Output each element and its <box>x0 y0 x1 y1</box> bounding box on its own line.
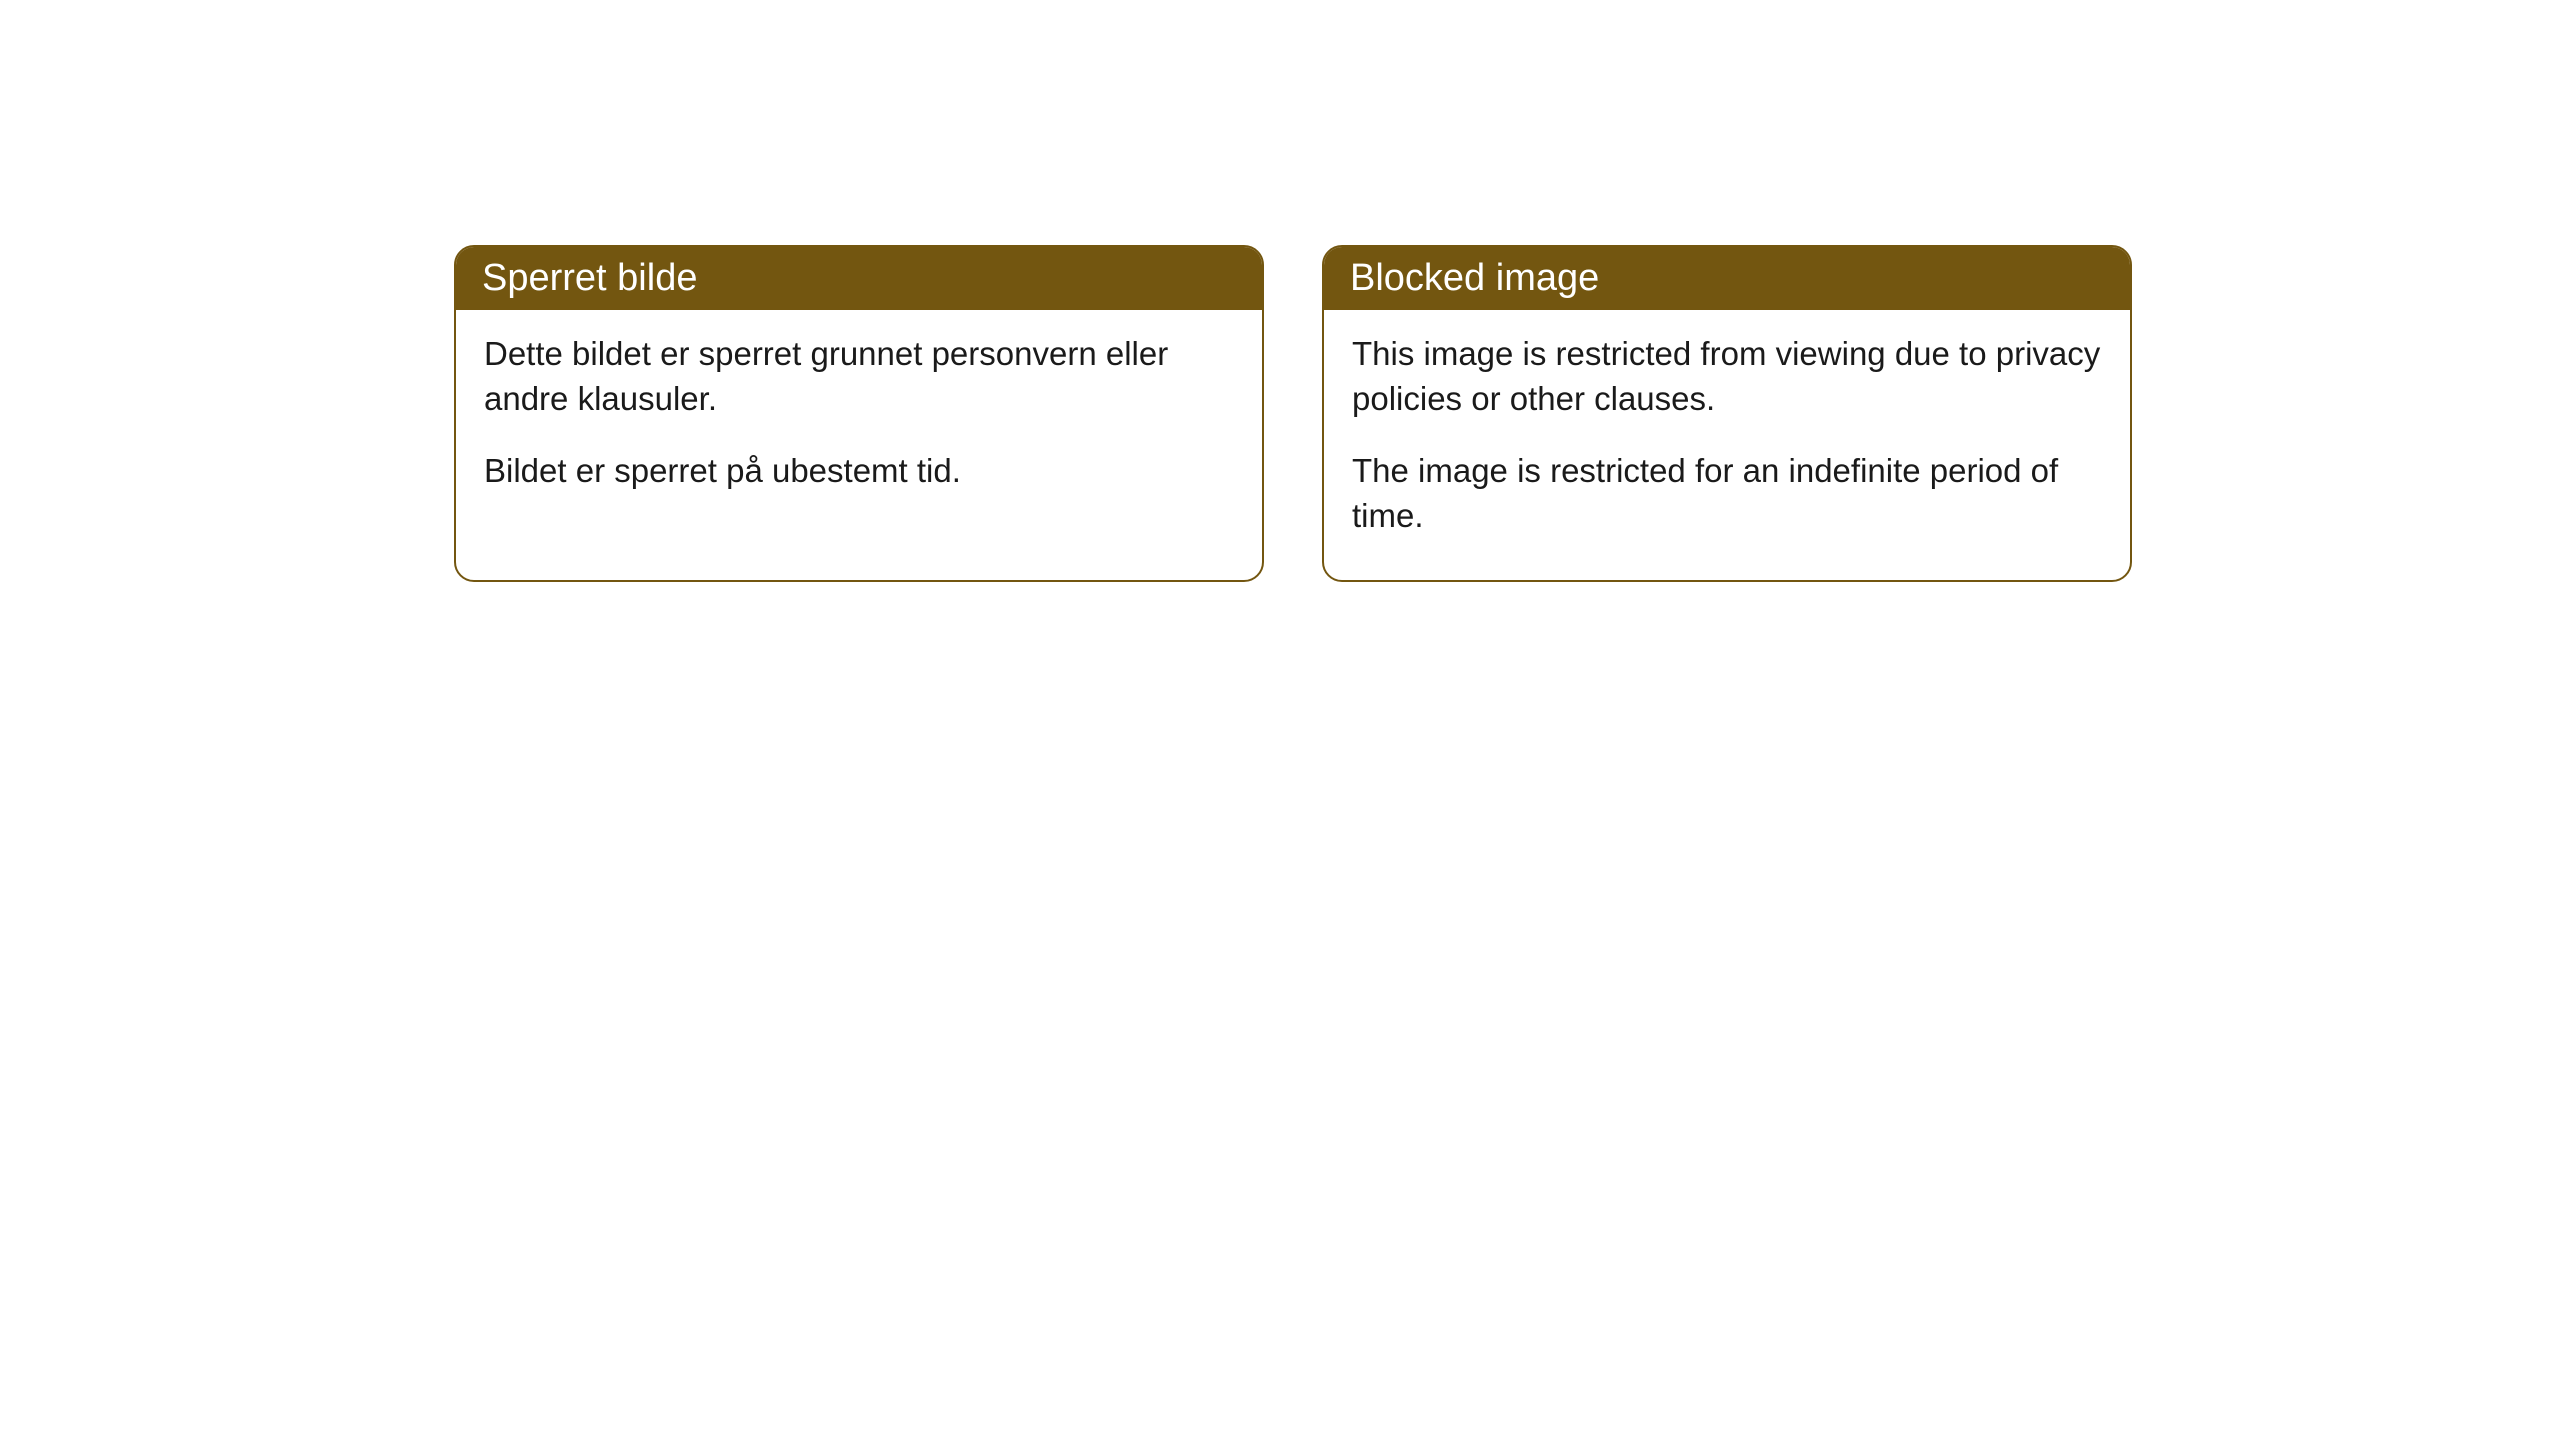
card-paragraph: This image is restricted from viewing du… <box>1352 332 2102 421</box>
notice-container: Sperret bilde Dette bildet er sperret gr… <box>0 0 2560 582</box>
card-paragraph: Dette bildet er sperret grunnet personve… <box>484 332 1234 421</box>
notice-card-norwegian: Sperret bilde Dette bildet er sperret gr… <box>454 245 1264 582</box>
notice-card-english: Blocked image This image is restricted f… <box>1322 245 2132 582</box>
card-body-english: This image is restricted from viewing du… <box>1324 310 2130 580</box>
card-title: Sperret bilde <box>482 257 697 299</box>
card-body-norwegian: Dette bildet er sperret grunnet personve… <box>456 310 1262 536</box>
card-paragraph: The image is restricted for an indefinit… <box>1352 449 2102 538</box>
card-title: Blocked image <box>1350 257 1599 299</box>
card-paragraph: Bildet er sperret på ubestemt tid. <box>484 449 1234 494</box>
card-header-english: Blocked image <box>1324 247 2130 310</box>
card-header-norwegian: Sperret bilde <box>456 247 1262 310</box>
